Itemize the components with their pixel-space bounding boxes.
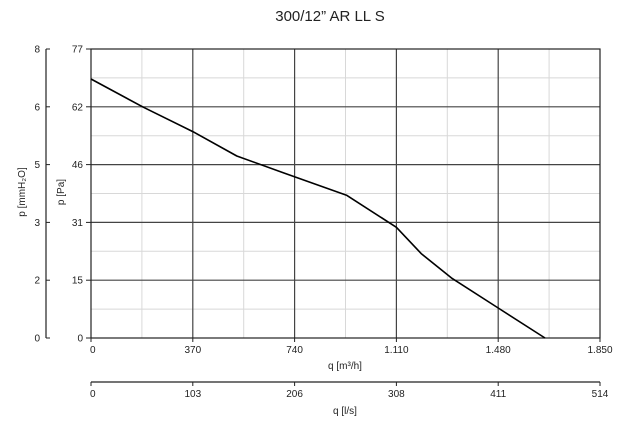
secondary-y-tick-label: 0 — [34, 334, 40, 345]
secondary-y-tick-label: 2 — [34, 276, 40, 287]
secondary-y-tick-label: 5 — [34, 160, 40, 171]
x-tick-label: 1.110 — [384, 345, 409, 356]
series-layer — [90, 78, 546, 339]
secondary-x-tick-label: 103 — [184, 389, 201, 400]
y-tick-label: 0 — [77, 334, 83, 345]
secondary-y-axis-label: p [mmH₂O] — [17, 167, 28, 217]
secondary-x-axis-label: q [l/s] — [333, 406, 357, 417]
plot-frame — [90, 48, 601, 339]
x-tick-labels: 0 370 740 1.110 1.480 1.850 — [90, 338, 613, 356]
y-tick-label: 15 — [72, 276, 84, 287]
secondary-y-axis: 0 2 3 5 6 8 — [34, 45, 50, 345]
y-tick-label: 62 — [72, 102, 84, 113]
y-tick-labels: 0 15 31 46 62 77 — [72, 45, 91, 345]
secondary-x-axis: 0 103 206 308 411 514 — [90, 381, 609, 400]
y-axis-label: p [Pa] — [56, 179, 67, 205]
x-axis-label: q [m³/h] — [328, 361, 362, 372]
y-tick-label: 31 — [72, 218, 84, 229]
secondary-x-tick-label: 514 — [592, 389, 609, 400]
secondary-x-tick-label: 308 — [388, 389, 405, 400]
x-tick-label: 1.480 — [486, 345, 511, 356]
y-tick-label: 77 — [72, 45, 84, 56]
y-tick-label: 46 — [72, 160, 84, 171]
secondary-x-tick-label: 411 — [490, 389, 506, 400]
x-tick-label: 0 — [90, 345, 96, 356]
secondary-y-tick-label: 6 — [34, 102, 40, 113]
secondary-x-tick-label: 206 — [286, 389, 303, 400]
x-tick-label: 370 — [184, 345, 201, 356]
secondary-y-tick-label: 8 — [34, 45, 40, 56]
secondary-x-tick-label: 0 — [90, 389, 96, 400]
major-grid — [91, 49, 600, 338]
x-tick-label: 740 — [286, 345, 303, 356]
series-line — [90, 78, 546, 339]
x-tick-label: 1.850 — [587, 345, 612, 356]
minor-grid — [91, 49, 600, 338]
secondary-y-tick-label: 3 — [34, 218, 40, 229]
chart-title: 300/12” AR LL S — [275, 8, 385, 25]
